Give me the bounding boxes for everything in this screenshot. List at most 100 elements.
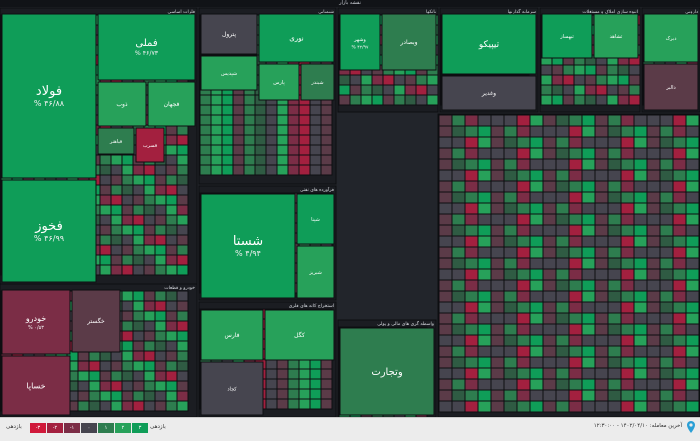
minor-tile[interactable] <box>516 191 531 204</box>
minor-tile[interactable] <box>393 94 406 106</box>
minor-tile[interactable] <box>555 312 570 325</box>
stock-tile-bg[interactable] <box>643 63 699 111</box>
minor-tile[interactable] <box>503 191 518 204</box>
minor-tile[interactable] <box>143 300 156 312</box>
minor-tile[interactable] <box>154 330 167 342</box>
minor-tile[interactable] <box>154 390 167 402</box>
minor-tile[interactable] <box>555 224 570 237</box>
minor-tile[interactable] <box>685 345 700 358</box>
minor-tile[interactable] <box>132 174 145 186</box>
minor-tile[interactable] <box>529 147 544 160</box>
minor-tile[interactable] <box>633 147 648 160</box>
minor-tile[interactable] <box>176 244 189 256</box>
minor-tile[interactable] <box>672 224 687 237</box>
minor-tile[interactable] <box>121 330 134 342</box>
minor-tile[interactable] <box>607 246 622 259</box>
minor-tile[interactable] <box>287 114 300 126</box>
minor-tile[interactable] <box>490 257 505 270</box>
minor-tile[interactable] <box>287 388 300 400</box>
minor-tile[interactable] <box>221 144 234 156</box>
minor-tile[interactable] <box>516 202 531 215</box>
minor-tile[interactable] <box>287 134 300 146</box>
minor-tile[interactable] <box>633 114 648 127</box>
stock-tile-bg[interactable] <box>441 75 537 111</box>
minor-tile[interactable] <box>516 312 531 325</box>
minor-tile[interactable] <box>276 368 289 380</box>
minor-tile[interactable] <box>490 224 505 237</box>
minor-tile[interactable] <box>633 169 648 182</box>
minor-tile[interactable] <box>568 257 583 270</box>
minor-tile[interactable] <box>529 158 544 171</box>
minor-tile[interactable] <box>607 279 622 292</box>
minor-tile[interactable] <box>143 174 156 186</box>
minor-tile[interactable] <box>143 264 156 276</box>
minor-tile[interactable] <box>646 136 661 149</box>
minor-tile[interactable] <box>529 400 544 413</box>
minor-tile[interactable] <box>633 301 648 314</box>
minor-tile[interactable] <box>298 104 311 116</box>
minor-tile[interactable] <box>382 74 395 86</box>
minor-tile[interactable] <box>659 158 674 171</box>
minor-tile[interactable] <box>555 400 570 413</box>
minor-tile[interactable] <box>143 360 156 372</box>
minor-tile[interactable] <box>659 191 674 204</box>
minor-tile[interactable] <box>490 323 505 336</box>
minor-tile[interactable] <box>477 125 492 138</box>
minor-tile[interactable] <box>620 279 635 292</box>
minor-tile[interactable] <box>633 389 648 402</box>
minor-tile[interactable] <box>464 367 479 380</box>
minor-tile[interactable] <box>451 367 466 380</box>
minor-tile[interactable] <box>254 164 267 176</box>
minor-tile[interactable] <box>529 367 544 380</box>
minor-tile[interactable] <box>633 323 648 336</box>
minor-tile[interactable] <box>451 246 466 259</box>
minor-tile[interactable] <box>646 389 661 402</box>
minor-tile[interactable] <box>438 345 453 358</box>
minor-tile[interactable] <box>309 124 322 136</box>
minor-tile[interactable] <box>555 334 570 347</box>
minor-tile[interactable] <box>121 340 134 352</box>
minor-tile[interactable] <box>298 398 311 410</box>
minor-tile[interactable] <box>232 104 245 116</box>
minor-tile[interactable] <box>132 244 145 256</box>
minor-tile[interactable] <box>594 279 609 292</box>
minor-tile[interactable] <box>646 235 661 248</box>
minor-tile[interactable] <box>516 301 531 314</box>
minor-tile[interactable] <box>232 134 245 146</box>
minor-tile[interactable] <box>620 378 635 391</box>
minor-tile[interactable] <box>77 390 90 402</box>
minor-tile[interactable] <box>77 380 90 392</box>
minor-tile[interactable] <box>516 257 531 270</box>
minor-tile[interactable] <box>176 134 189 146</box>
minor-tile[interactable] <box>542 301 557 314</box>
minor-tile[interactable] <box>516 279 531 292</box>
minor-tile[interactable] <box>176 264 189 276</box>
minor-tile[interactable] <box>672 312 687 325</box>
minor-tile[interactable] <box>199 134 212 146</box>
minor-tile[interactable] <box>360 84 373 96</box>
minor-tile[interactable] <box>555 323 570 336</box>
minor-tile[interactable] <box>393 74 406 86</box>
minor-tile[interactable] <box>542 125 557 138</box>
minor-tile[interactable] <box>633 246 648 259</box>
minor-tile[interactable] <box>659 224 674 237</box>
minor-tile[interactable] <box>287 398 300 410</box>
minor-tile[interactable] <box>154 174 167 186</box>
minor-tile[interactable] <box>110 380 123 392</box>
minor-tile[interactable] <box>309 114 322 126</box>
minor-tile[interactable] <box>99 234 112 246</box>
minor-tile[interactable] <box>464 345 479 358</box>
minor-tile[interactable] <box>165 350 178 362</box>
minor-tile[interactable] <box>210 144 223 156</box>
minor-tile[interactable] <box>298 124 311 136</box>
minor-tile[interactable] <box>581 279 596 292</box>
minor-tile[interactable] <box>573 84 586 96</box>
minor-tile[interactable] <box>143 400 156 412</box>
stock-tile-bg[interactable] <box>1 13 97 179</box>
minor-tile[interactable] <box>154 310 167 322</box>
minor-tile[interactable] <box>594 191 609 204</box>
stock-tile-bg[interactable] <box>200 361 264 416</box>
minor-tile[interactable] <box>438 279 453 292</box>
minor-tile[interactable] <box>265 398 278 410</box>
minor-tile[interactable] <box>685 213 700 226</box>
